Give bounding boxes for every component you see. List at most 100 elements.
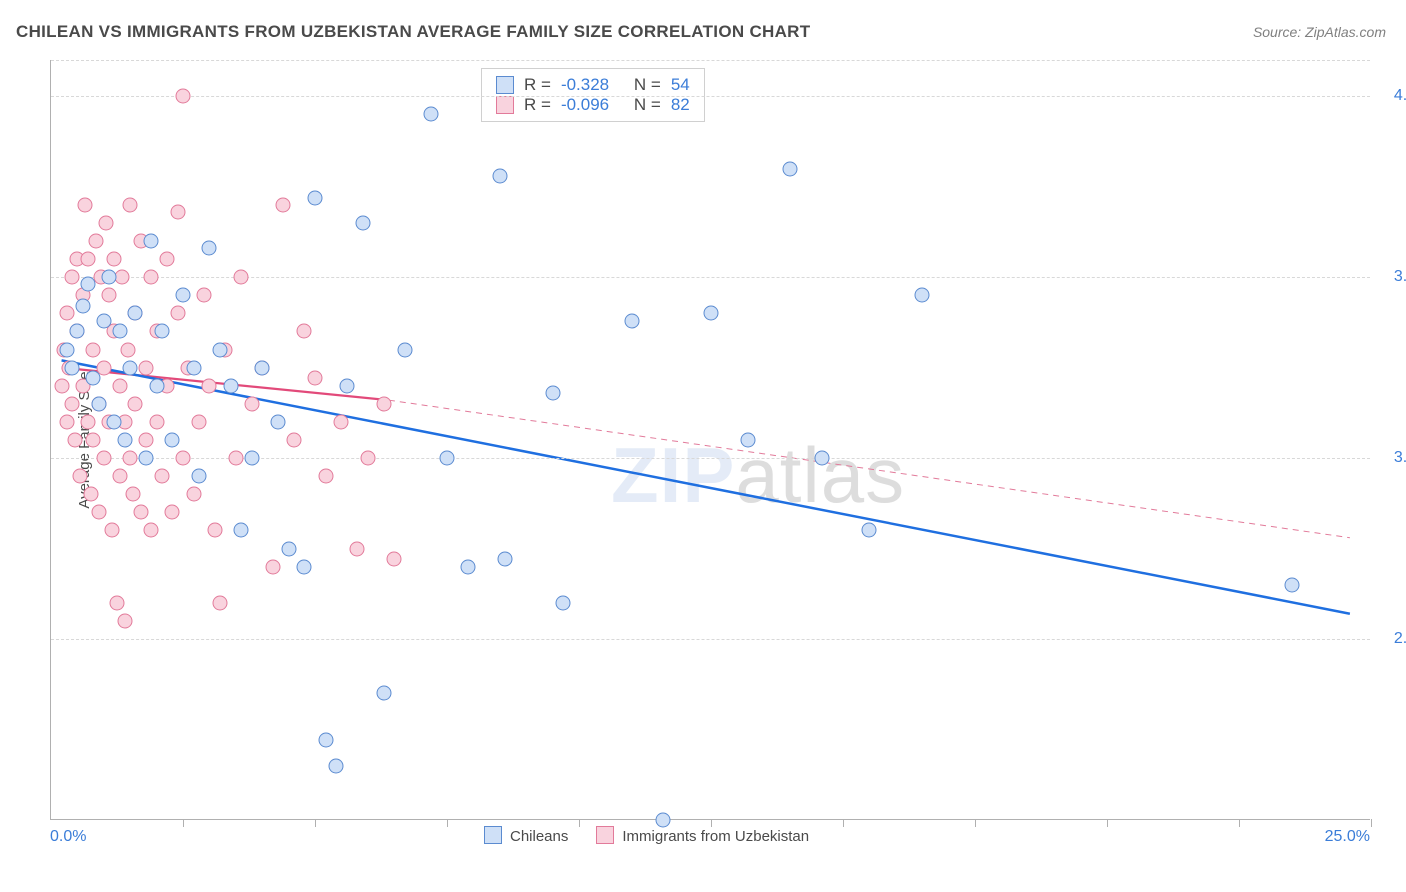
point-chileans — [915, 288, 930, 303]
point-uzbekistan — [387, 552, 402, 567]
point-chileans — [154, 324, 169, 339]
point-uzbekistan — [297, 324, 312, 339]
point-chileans — [492, 168, 507, 183]
point-chileans — [318, 733, 333, 748]
point-chileans — [186, 360, 201, 375]
r-label: R = — [524, 95, 551, 115]
point-chileans — [117, 433, 132, 448]
swatch-chileans — [496, 76, 514, 94]
point-uzbekistan — [234, 270, 249, 285]
point-uzbekistan — [144, 523, 159, 538]
r-value-chileans: -0.328 — [561, 75, 609, 95]
point-uzbekistan — [123, 197, 138, 212]
point-uzbekistan — [104, 523, 119, 538]
point-uzbekistan — [65, 396, 80, 411]
point-chileans — [424, 107, 439, 122]
point-chileans — [176, 288, 191, 303]
x-tick — [1239, 819, 1240, 827]
point-uzbekistan — [360, 451, 375, 466]
plot-area: R = -0.328 N = 54 R = -0.096 N = 82 ZIPa… — [50, 60, 1370, 820]
point-chileans — [165, 433, 180, 448]
legend-stats: R = -0.328 N = 54 R = -0.096 N = 82 — [481, 68, 705, 122]
point-chileans — [212, 342, 227, 357]
point-uzbekistan — [73, 469, 88, 484]
point-chileans — [814, 451, 829, 466]
point-uzbekistan — [67, 433, 82, 448]
point-uzbekistan — [144, 270, 159, 285]
x-axis-min-label: 0.0% — [50, 828, 86, 846]
point-uzbekistan — [107, 252, 122, 267]
point-uzbekistan — [117, 613, 132, 628]
n-label: N = — [634, 95, 661, 115]
point-chileans — [202, 241, 217, 256]
point-chileans — [271, 414, 286, 429]
point-uzbekistan — [96, 451, 111, 466]
point-chileans — [128, 306, 143, 321]
watermark-zip: ZIP — [611, 431, 735, 519]
watermark: ZIPatlas — [611, 430, 905, 521]
point-uzbekistan — [265, 559, 280, 574]
point-uzbekistan — [139, 433, 154, 448]
point-uzbekistan — [65, 270, 80, 285]
point-chileans — [223, 378, 238, 393]
legend-item-uzbekistan: Immigrants from Uzbekistan — [596, 826, 809, 845]
point-uzbekistan — [170, 306, 185, 321]
point-uzbekistan — [125, 487, 140, 502]
point-chileans — [498, 552, 513, 567]
source-label: Source: ZipAtlas.com — [1253, 24, 1386, 40]
y-tick-label: 4.00 — [1394, 87, 1406, 105]
point-chileans — [65, 360, 80, 375]
gridline-h — [51, 96, 1370, 97]
point-uzbekistan — [102, 288, 117, 303]
point-uzbekistan — [91, 505, 106, 520]
y-tick-label: 2.50 — [1394, 630, 1406, 648]
point-chileans — [704, 306, 719, 321]
point-uzbekistan — [276, 197, 291, 212]
point-uzbekistan — [212, 595, 227, 610]
point-uzbekistan — [170, 205, 185, 220]
point-uzbekistan — [176, 451, 191, 466]
x-tick — [183, 819, 184, 827]
point-chileans — [75, 299, 90, 314]
legend-stats-row-2: R = -0.096 N = 82 — [496, 95, 690, 115]
point-chileans — [461, 559, 476, 574]
point-chileans — [297, 559, 312, 574]
trend-lines — [51, 60, 1370, 819]
point-chileans — [244, 451, 259, 466]
point-chileans — [339, 378, 354, 393]
point-uzbekistan — [207, 523, 222, 538]
point-chileans — [86, 371, 101, 386]
point-uzbekistan — [86, 342, 101, 357]
gridline-h — [51, 639, 1370, 640]
point-uzbekistan — [86, 433, 101, 448]
n-value-uzbekistan: 82 — [671, 95, 690, 115]
point-uzbekistan — [83, 487, 98, 502]
y-tick-label: 3.00 — [1394, 449, 1406, 467]
point-uzbekistan — [139, 360, 154, 375]
point-uzbekistan — [176, 89, 191, 104]
watermark-atlas: atlas — [735, 431, 905, 519]
point-uzbekistan — [123, 451, 138, 466]
point-chileans — [545, 385, 560, 400]
point-uzbekistan — [286, 433, 301, 448]
chart-title: CHILEAN VS IMMIGRANTS FROM UZBEKISTAN AV… — [16, 22, 810, 42]
point-chileans — [397, 342, 412, 357]
point-chileans — [191, 469, 206, 484]
point-uzbekistan — [59, 414, 74, 429]
point-chileans — [624, 313, 639, 328]
point-uzbekistan — [80, 414, 95, 429]
point-uzbekistan — [228, 451, 243, 466]
point-uzbekistan — [59, 306, 74, 321]
point-uzbekistan — [112, 469, 127, 484]
swatch-chileans-bottom — [484, 826, 502, 844]
legend-stats-row-1: R = -0.328 N = 54 — [496, 75, 690, 95]
legend-item-chileans: Chileans — [484, 826, 568, 845]
x-tick — [1107, 819, 1108, 827]
legend-label-uzbekistan: Immigrants from Uzbekistan — [622, 828, 809, 845]
point-uzbekistan — [160, 252, 175, 267]
point-uzbekistan — [78, 197, 93, 212]
x-tick — [447, 819, 448, 827]
point-uzbekistan — [112, 378, 127, 393]
point-chileans — [70, 324, 85, 339]
point-uzbekistan — [202, 378, 217, 393]
